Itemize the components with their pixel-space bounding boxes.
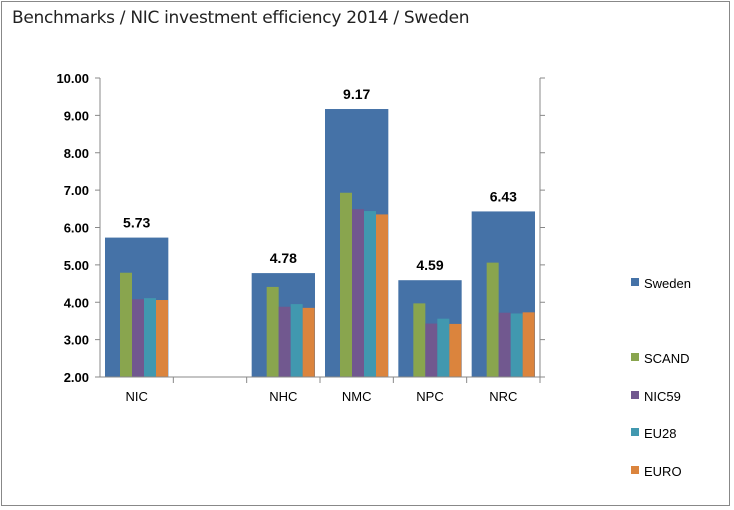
- data-label: 4.78: [270, 250, 297, 266]
- legend-label-sweden: Sweden: [644, 276, 691, 291]
- y-tick-label: 9.00: [64, 108, 89, 123]
- legend-swatch-euro: [631, 466, 639, 474]
- y-tick-label: 6.00: [64, 221, 89, 236]
- legend-swatch-nic59: [631, 391, 639, 399]
- bar-euro-npc: [449, 323, 462, 377]
- data-label: 4.59: [416, 257, 443, 273]
- bar-scand-npc: [413, 303, 426, 377]
- y-tick-label: 8.00: [64, 146, 89, 161]
- category-label: NIC: [125, 389, 147, 404]
- legend-swatch-eu28: [631, 428, 639, 436]
- bar-eu28-nmc: [364, 211, 376, 377]
- bar-nic59-nic: [132, 299, 144, 377]
- legend-swatch-scand: [631, 353, 639, 361]
- bar-eu28-npc: [437, 318, 450, 377]
- y-tick-label: 3.00: [64, 333, 89, 348]
- bar-scand-nhc: [266, 286, 279, 377]
- data-label: 9.17: [343, 86, 370, 102]
- y-tick-label: 4.00: [64, 295, 89, 310]
- bar-nic59-npc: [425, 323, 438, 377]
- bar-nic59-nhc: [278, 306, 291, 377]
- bar-scand-nrc: [486, 262, 499, 377]
- bar-nic59-nmc: [352, 209, 364, 377]
- bar-nic59-nrc: [498, 312, 511, 377]
- bar-euro-nrc: [522, 312, 535, 377]
- legend-label-scand: SCAND: [644, 351, 690, 366]
- chart-title: Benchmarks / NIC investment efficiency 2…: [12, 8, 470, 28]
- bar-scand-nmc: [340, 192, 352, 377]
- legend-label-eu28: EU28: [644, 426, 677, 441]
- bar-euro-nmc: [376, 214, 388, 377]
- y-tick-label: 2.00: [64, 370, 89, 385]
- y-tick-label: 5.00: [64, 258, 89, 273]
- bar-eu28-nrc: [510, 313, 523, 377]
- bar-euro-nhc: [302, 307, 315, 377]
- legend-label-euro: EURO: [644, 464, 682, 479]
- bar-eu28-nic: [144, 298, 156, 377]
- legend-swatch-sweden: [631, 278, 639, 286]
- bar-euro-nic: [156, 300, 168, 377]
- legend-label-nic59: NIC59: [644, 389, 681, 404]
- data-label: 6.43: [490, 188, 517, 204]
- category-label: NHC: [269, 389, 297, 404]
- data-label: 5.73: [123, 215, 150, 231]
- category-label: NRC: [489, 389, 517, 404]
- category-label: NMC: [342, 389, 372, 404]
- y-tick-label: 7.00: [64, 183, 89, 198]
- y-tick-label: 10.00: [56, 71, 89, 86]
- bar-eu28-nhc: [290, 304, 303, 377]
- bar-scand-nic: [120, 272, 132, 377]
- category-label: NPC: [416, 389, 443, 404]
